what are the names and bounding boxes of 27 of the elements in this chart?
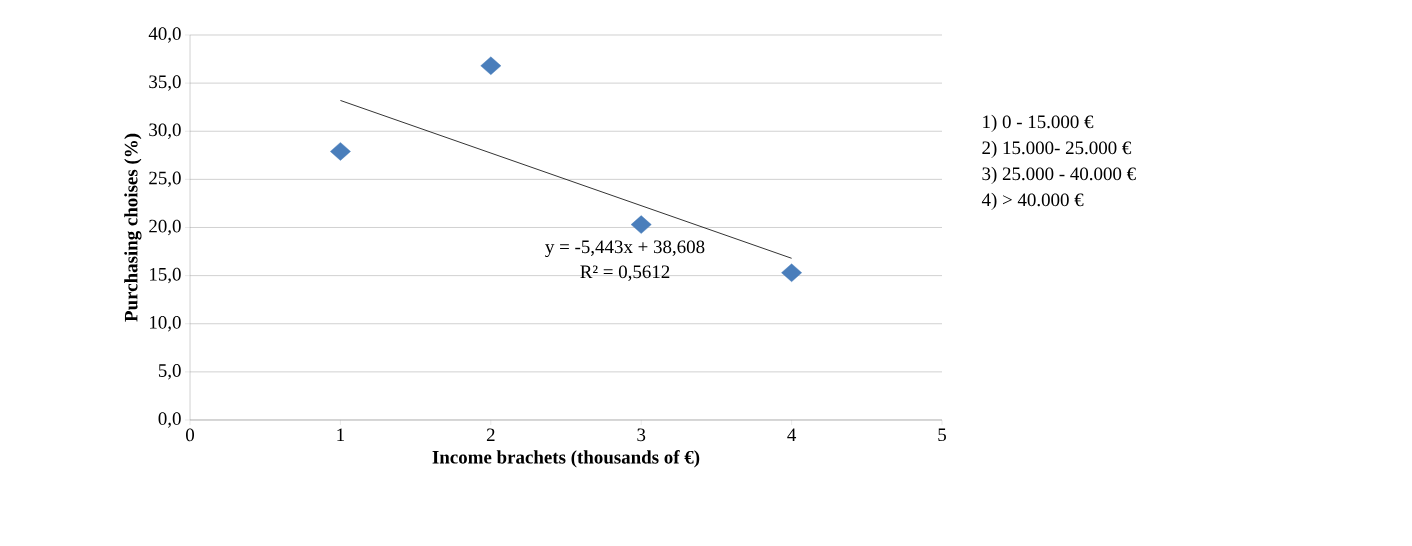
x-tick-label: 3 (637, 428, 646, 442)
text: 3) 25.000 - 40.000 € (982, 166, 1136, 185)
text: 2) 15.000- 25.000 € (982, 140, 1132, 159)
x-tick-label: 1 (337, 428, 345, 441)
y-axis-title: Purchasing choises (%) (124, 133, 142, 322)
annotation: R² = 0,5612 (580, 265, 670, 281)
x-tick-label: 4 (787, 428, 797, 441)
x-tick-label: 2 (486, 428, 495, 442)
y-tick-label: 30,0 (149, 123, 181, 139)
point (480, 56, 502, 75)
x-axis-title: Income brachets (thousands of €) (432, 450, 700, 468)
text: 1) 0 - 15.000 € (983, 114, 1094, 133)
y-tick-label: 40,0 (148, 27, 181, 43)
annotation: y = -5,443x + 38,608 (545, 240, 705, 258)
y-tick-label: 5,0 (158, 364, 181, 380)
y-tick-label: 35,0 (149, 75, 181, 91)
point (630, 215, 652, 234)
y-tick-label: 10,0 (150, 316, 181, 332)
text: 4) > 40.000 € (981, 192, 1084, 211)
y-tick-label: 15,0 (150, 267, 181, 284)
point (781, 263, 802, 282)
x-tick-label: 5 (938, 428, 946, 442)
y-tick-label: 0,0 (158, 412, 181, 428)
y-tick-label: 20,0 (149, 219, 181, 236)
y-tick-label: 25,0 (149, 171, 181, 188)
x-tick-label: 0 (186, 428, 195, 442)
point (330, 142, 351, 161)
